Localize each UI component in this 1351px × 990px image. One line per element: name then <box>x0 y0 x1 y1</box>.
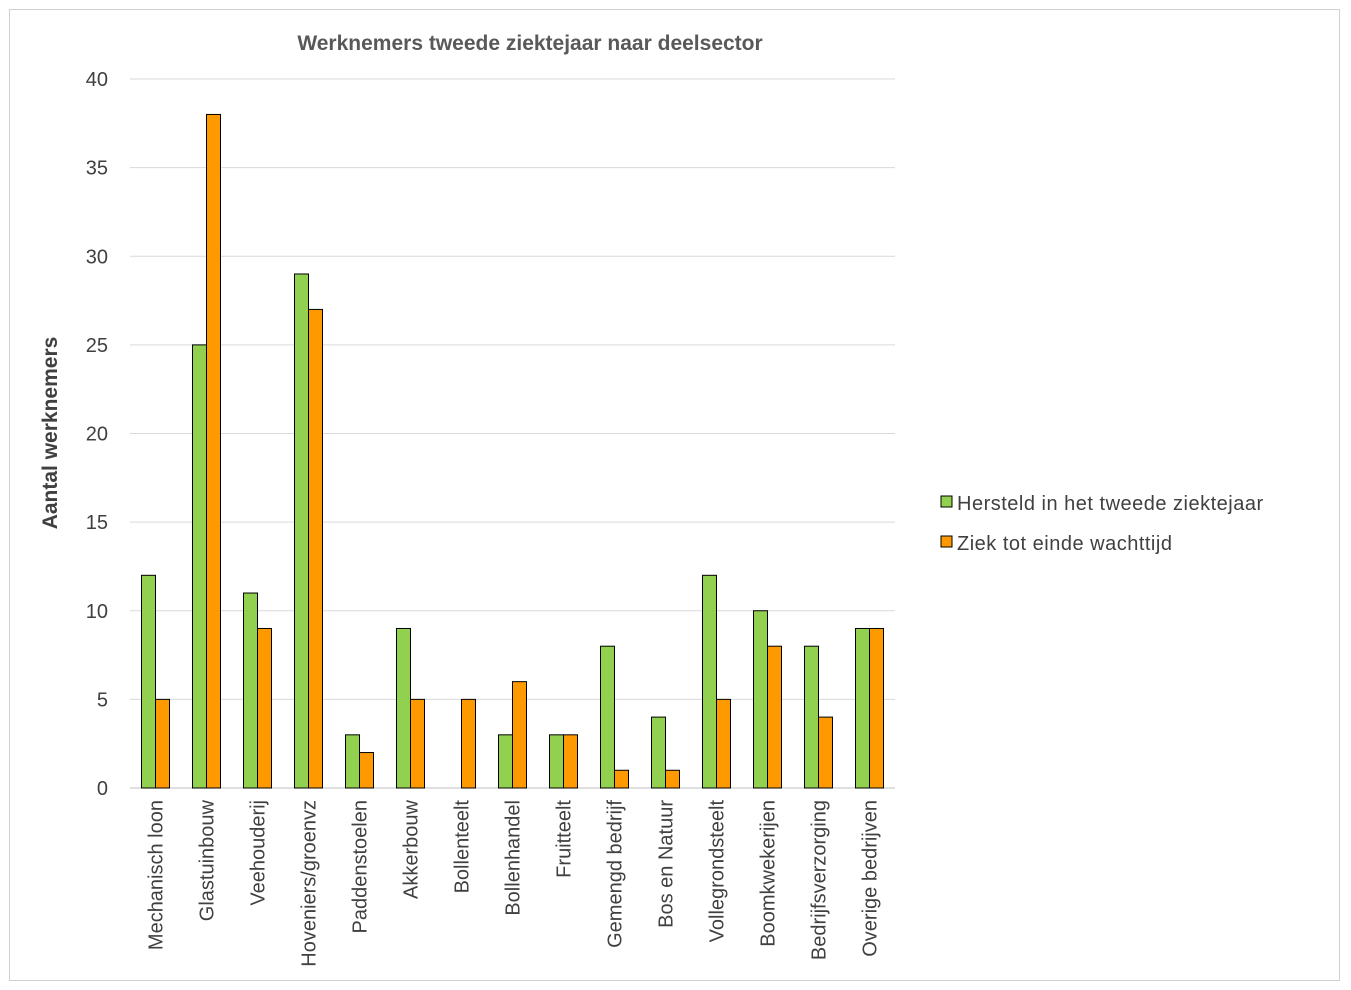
bar-ziek <box>206 113 221 789</box>
legend-label: Hersteld in het tweede ziektejaar <box>957 493 1264 515</box>
x-category-label: Bedrijfsverzorging <box>809 800 831 960</box>
bar-hersteld <box>192 344 207 789</box>
y-axis-ticks: 0 5 10 15 20 25 30 35 40 <box>86 69 108 800</box>
y-tick-label: 5 <box>97 689 108 711</box>
x-category-label: Bollenteelt <box>452 800 474 894</box>
legend: Hersteld in het tweede ziektejaar Ziek to… <box>940 493 1264 555</box>
bar-ziek <box>665 769 680 789</box>
bar-hersteld <box>600 645 615 789</box>
bar-ziek <box>716 698 731 789</box>
y-tick-label: 35 <box>86 158 108 180</box>
bar-hersteld <box>651 716 666 789</box>
x-category-label: Fruitteelt <box>554 800 576 878</box>
y-tick-label: 25 <box>86 335 108 357</box>
y-tick-label: 30 <box>86 246 108 268</box>
bar-ziek <box>461 698 476 789</box>
bar-hersteld <box>753 610 768 789</box>
legend-swatch <box>940 535 953 548</box>
bar-ziek <box>410 698 425 789</box>
x-category-label: Akkerbouw <box>401 799 423 898</box>
y-tick-label: 10 <box>86 601 108 623</box>
y-tick-label: 40 <box>86 69 108 91</box>
bar-ziek <box>614 769 629 789</box>
x-category-label: Boomkwekerijen <box>758 800 780 947</box>
bar-ziek <box>512 681 527 789</box>
legend-label: Ziek tot einde wachttijd <box>957 533 1172 555</box>
bar-hersteld <box>141 574 156 789</box>
x-category-label: Glastuinbouw <box>197 799 219 921</box>
bar-hersteld <box>855 627 870 789</box>
bar-hersteld <box>702 574 717 789</box>
bar-ziek <box>155 698 170 789</box>
bar-ziek <box>869 627 884 789</box>
x-axis-categories: Mechanisch loon Glastuinbouw Veehouderij Ho… <box>146 799 882 966</box>
bar-ziek <box>818 716 833 789</box>
bar-hersteld <box>345 734 360 789</box>
bar-hersteld <box>498 734 513 789</box>
x-category-label: Overige bedrijven <box>860 800 882 957</box>
bar-hersteld <box>549 734 564 789</box>
legend-swatch <box>940 495 953 508</box>
y-axis-label: Aantal werknemers <box>39 337 62 530</box>
bar-ziek <box>767 645 782 789</box>
y-tick-label: 0 <box>97 778 108 800</box>
x-category-label: Mechanisch loon <box>146 800 168 950</box>
x-category-label: Gemengd bedrijf <box>605 800 627 948</box>
y-tick-label: 20 <box>86 424 108 446</box>
x-category-label: Hoveniers/groenvz <box>299 800 321 967</box>
bar-ziek <box>359 752 374 789</box>
x-category-label: Veehouderij <box>248 800 270 906</box>
x-category-label: Bollenhandel <box>503 800 525 916</box>
x-category-label: Paddenstoelen <box>350 800 372 933</box>
x-category-label: Vollegrondsteelt <box>707 800 729 943</box>
x-category-label: Bos en Natuur <box>656 800 678 928</box>
bar-hersteld <box>396 627 411 789</box>
chart-title: Werknemers tweede ziektejaar naar deelse… <box>297 32 762 55</box>
bar-hersteld <box>294 273 309 789</box>
chart-frame <box>9 9 1340 981</box>
y-tick-label: 15 <box>86 512 108 534</box>
bar-hersteld <box>804 645 819 789</box>
bar-ziek <box>257 627 272 789</box>
bar-ziek <box>308 308 323 789</box>
bar-hersteld <box>243 592 258 789</box>
bars <box>141 113 884 789</box>
bar-ziek <box>563 734 578 789</box>
